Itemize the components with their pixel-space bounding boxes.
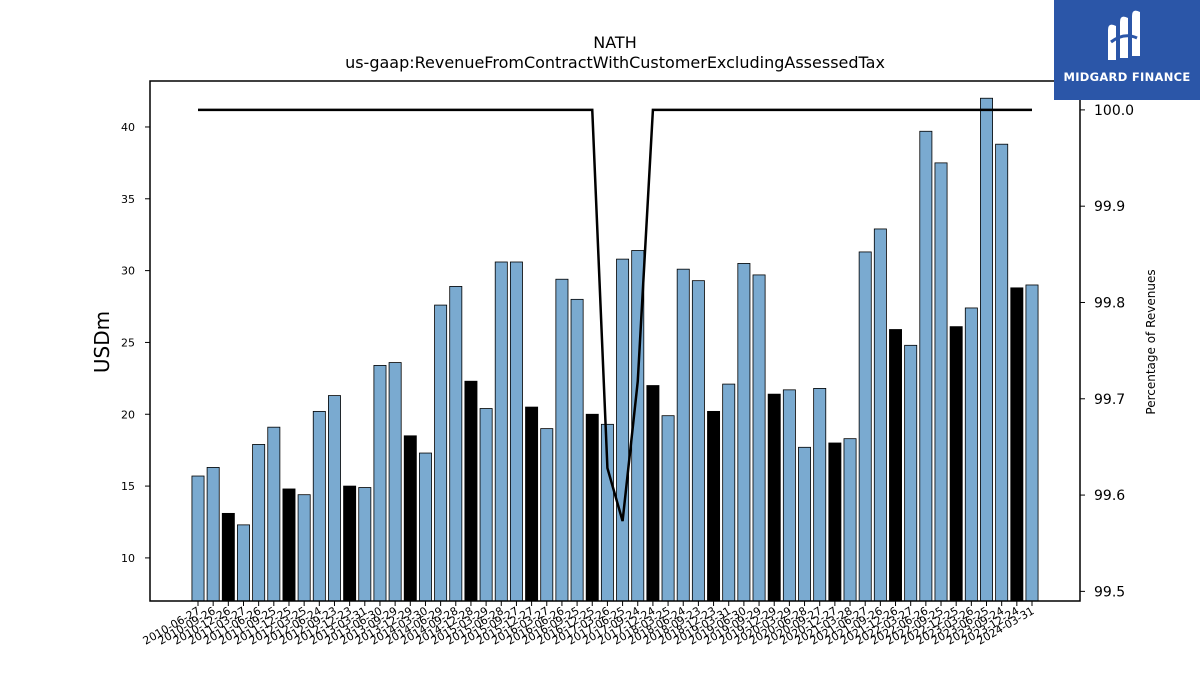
chart-subtitle: us-gaap:RevenueFromContractWithCustomerE… <box>345 53 885 72</box>
bar-2016-06-26 <box>555 278 569 602</box>
bar-2014-12-28 <box>464 380 478 602</box>
bar-2014-09-28 <box>449 286 463 602</box>
y2-tick-label: 99.6 <box>1094 488 1125 504</box>
chart-title: NATH <box>593 33 636 52</box>
bar-2018-09-23 <box>691 280 705 602</box>
bar-2016-09-25 <box>570 298 584 602</box>
bar-2018-03-25 <box>661 415 675 602</box>
bar-2011-12-25 <box>282 488 296 602</box>
y-axis-label: USDm <box>90 311 114 373</box>
bar-2019-12-29 <box>767 393 781 602</box>
bar-2022-03-27 <box>904 344 918 602</box>
bar-2022-12-25 <box>949 326 963 602</box>
bar-2013-06-30 <box>373 365 387 602</box>
bar-2012-09-23 <box>328 395 341 602</box>
bar-2016-12-25 <box>585 413 599 602</box>
bar-2021-09-26 <box>873 228 887 602</box>
bar-2013-03-31 <box>358 487 372 602</box>
bar-2024-03-31 <box>1025 284 1039 602</box>
bar-2010-09-26 <box>206 467 220 602</box>
bar-2011-09-25 <box>267 426 281 602</box>
bar-2022-06-26 <box>919 130 933 602</box>
bar-2017-06-25 <box>616 258 630 602</box>
bar-2015-06-28 <box>494 261 508 602</box>
bar-2017-12-24 <box>646 385 660 602</box>
bar-2012-12-23 <box>343 485 357 602</box>
y2-tick-label: 99.5 <box>1094 584 1125 600</box>
bar-2013-09-29 <box>388 362 402 602</box>
bar-2014-03-30 <box>418 452 432 602</box>
x-axis-ticks: 2010-06-272010-09-262010-12-262011-03-27… <box>141 601 1037 648</box>
y-tick-label: 30 <box>121 265 135 278</box>
bar-2019-06-30 <box>737 263 751 602</box>
y-tick-label: 40 <box>121 121 135 134</box>
bar-2019-03-31 <box>722 383 736 602</box>
bar-2021-12-26 <box>889 329 902 602</box>
bar-2021-06-27 <box>858 251 872 602</box>
plot-frame <box>149 80 1081 602</box>
bar-2012-06-24 <box>312 410 326 602</box>
bar-2022-09-25 <box>934 162 948 602</box>
bar-2021-03-28 <box>843 438 857 602</box>
bar-2015-03-29 <box>479 408 493 602</box>
midgard-finance-logo: MIDGARD FINANCE <box>1054 0 1200 100</box>
y2-tick-label: 99.7 <box>1094 392 1125 408</box>
bar-2018-12-23 <box>707 410 721 602</box>
bar-2015-09-27 <box>509 261 523 602</box>
bar-2023-12-24 <box>1010 287 1024 602</box>
percentage-line-series <box>198 108 1032 522</box>
y2-tick-label: 99.9 <box>1094 199 1125 215</box>
bar-2010-12-26 <box>221 512 235 602</box>
logo-text: MIDGARD FINANCE <box>1063 70 1191 84</box>
y2-tick-label: 100.0 <box>1094 103 1134 119</box>
bar-2023-03-26 <box>964 307 978 602</box>
bar-2020-03-29 <box>782 389 796 602</box>
bar-2020-12-27 <box>828 442 842 602</box>
y-tick-label: 25 <box>121 336 135 349</box>
y-tick-label: 20 <box>121 408 135 421</box>
bar-2010-06-27 <box>191 475 205 602</box>
bar-2018-06-24 <box>676 268 690 602</box>
percentage-line <box>198 108 1032 522</box>
bar-2014-06-29 <box>434 304 448 602</box>
bar-2012-03-25 <box>297 494 311 602</box>
bar-2011-06-26 <box>252 444 266 602</box>
bar-2019-09-29 <box>752 274 766 602</box>
y-tick-label: 10 <box>121 552 135 565</box>
y2-axis-label: Percentage of Revenues <box>1144 269 1158 414</box>
bar-2023-06-25 <box>980 97 993 602</box>
y-tick-label: 15 <box>121 480 135 493</box>
y2-tick-label: 99.8 <box>1094 295 1125 311</box>
bar-2011-03-27 <box>237 524 250 602</box>
bar-2020-06-28 <box>798 446 812 602</box>
bar-series <box>191 97 1039 602</box>
midgard-logo-icon <box>1108 10 1140 61</box>
y2-axis-ticks: 99.5 99.6 99.7 99.8 99.9 100.0 <box>1080 103 1134 600</box>
bar-2013-12-29 <box>403 435 417 602</box>
bar-2016-03-27 <box>540 428 554 602</box>
bar-2015-12-27 <box>525 406 539 602</box>
y-axis-ticks: 10 15 20 25 30 35 40 <box>121 121 150 565</box>
bar-2020-09-27 <box>813 388 827 602</box>
y-tick-label: 35 <box>121 193 135 206</box>
bar-2023-09-24 <box>995 143 1009 602</box>
